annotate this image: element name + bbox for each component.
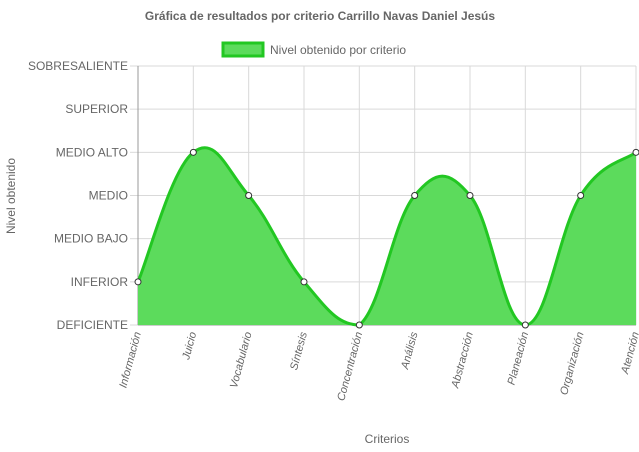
y-tick-label: INFERIOR — [71, 275, 129, 289]
x-tick-label: Análisis — [399, 330, 421, 371]
x-tick-label: Organización — [558, 331, 586, 397]
y-tick-label: MEDIO ALTO — [56, 145, 128, 159]
data-point-8[interactable] — [577, 192, 585, 199]
x-tick-label: Juicio — [180, 331, 199, 362]
series-area — [138, 147, 636, 325]
data-point-3[interactable] — [300, 278, 308, 286]
x-axis-ticks: Información Juicio Vocabulario Síntesis Conc… — [117, 330, 639, 402]
series-line — [136, 146, 637, 327]
data-point-9[interactable] — [632, 148, 639, 156]
legend[interactable]: Nivel obtenido por criterio — [221, 41, 406, 58]
series-area-layer — [136, 146, 637, 327]
x-tick-label: Información — [117, 331, 143, 390]
data-point-0[interactable] — [134, 278, 142, 286]
y-tick-label: SOBRESALIENTE — [28, 59, 128, 73]
y-tick-label: MEDIO — [89, 189, 128, 203]
x-axis-label: Criterios — [365, 432, 410, 446]
data-point-4[interactable] — [355, 321, 363, 329]
data-point-2[interactable] — [245, 192, 253, 199]
legend-swatch — [221, 41, 265, 58]
data-point-5[interactable] — [411, 192, 419, 199]
y-tick-label: DEFICIENTE — [57, 318, 128, 332]
x-tick-label: Vocabulario — [228, 331, 255, 390]
y-axis-ticks: DEFICIENTE INFERIOR MEDIO BAJO MEDIO MEDIO A… — [28, 59, 128, 332]
data-point-1[interactable] — [189, 148, 197, 156]
x-tick-label: Atención — [619, 331, 639, 376]
x-tick-label: Síntesis — [288, 330, 310, 371]
y-tick-label: MEDIO BAJO — [54, 232, 128, 246]
data-point-7[interactable] — [521, 321, 529, 329]
chart-title: Gráfica de resultados por criterio Carri… — [145, 9, 495, 23]
data-points — [134, 148, 639, 329]
data-point-6[interactable] — [466, 192, 474, 199]
x-tick-label: Concentración — [335, 331, 365, 403]
x-tick-label: Abstracción — [449, 331, 476, 391]
y-axis-label: Nivel obtenido — [4, 158, 18, 234]
legend-label: Nivel obtenido por criterio — [270, 43, 406, 57]
y-tick-label: SUPERIOR — [65, 102, 128, 116]
x-tick-label: Planeación — [506, 331, 532, 387]
